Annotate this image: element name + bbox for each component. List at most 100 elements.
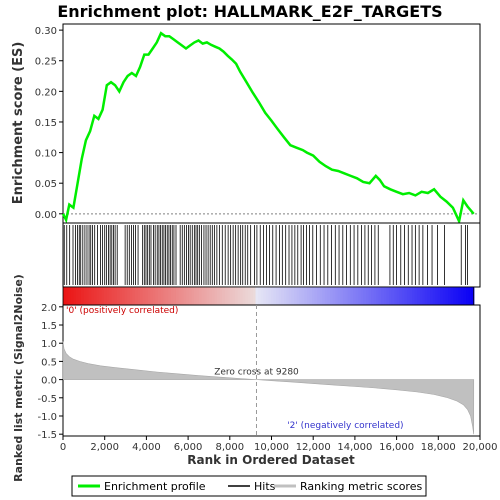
heatbar-segment — [319, 287, 323, 305]
heatbar-segment — [383, 287, 388, 305]
legend-metric-label: Ranking metric scores — [300, 480, 422, 493]
heatbar-segment — [386, 287, 390, 305]
zero-cross-label: Zero cross at 9280 — [214, 368, 299, 378]
heatbar-segment — [396, 287, 400, 305]
heatbar-segment — [252, 287, 257, 305]
heatbar-segment — [75, 287, 80, 305]
legend-hits-label: Hits — [254, 480, 276, 493]
heatbar-segment — [448, 287, 452, 305]
heatbar-segment — [445, 287, 449, 305]
negative-correlation-label: '2' (negatively correlated) — [287, 421, 403, 431]
heatbar-segment — [222, 287, 226, 305]
heatbar-segment — [86, 287, 90, 305]
heatbar-segment — [168, 287, 172, 305]
heatbar-segment — [455, 287, 459, 305]
heatbar-segment — [83, 287, 87, 305]
heatbar-segment — [265, 287, 269, 305]
heatbar-segment — [414, 287, 418, 305]
heatbar-segment — [119, 287, 123, 305]
heatbar-segment — [468, 287, 472, 305]
es-panel: 0.00 0.05 0.10 0.15 0.20 0.25 0.30 — [35, 23, 481, 226]
es-y-tick-label: 0.05 — [35, 179, 57, 190]
heatbar-segment — [391, 287, 395, 305]
x-tick-label: 8,000 — [215, 442, 244, 453]
heatbar-segment — [165, 287, 169, 305]
heatbar-segment — [294, 287, 298, 305]
heatbar-segment — [234, 287, 239, 305]
heatbar-segment — [306, 287, 311, 305]
heatbar-segment — [155, 287, 159, 305]
heatbar-segment — [163, 287, 167, 305]
heatbar-segment — [152, 287, 157, 305]
heatbar-segment — [381, 287, 385, 305]
heatbar-segment — [186, 287, 190, 305]
heatbar-segment — [73, 287, 77, 305]
positive-correlation-label: '0' (positively correlated) — [66, 306, 178, 316]
heatbar-segment — [127, 287, 131, 305]
heatbar-segment — [304, 287, 308, 305]
heatbar-segment — [371, 287, 375, 305]
heatbar-segment — [458, 287, 462, 305]
heatbar-segment — [245, 287, 249, 305]
heatbar-segment — [175, 287, 180, 305]
heatbar-segment — [347, 287, 352, 305]
heatbar-segment — [147, 287, 151, 305]
enrichment-profile-line — [61, 31, 475, 226]
metric-y-axis: -1.5 -1.0 -0.5 0.0 0.5 1.0 1.5 2.0 — [37, 303, 63, 441]
heatbar-segment — [314, 287, 318, 305]
metric-y-axis-label: Ranked list metric (Signal2Noise) — [12, 274, 25, 482]
heatbar-segment — [363, 287, 367, 305]
heatbar-segment — [70, 287, 74, 305]
heatbar-segment — [309, 287, 313, 305]
heatbar-segment — [471, 287, 475, 305]
heatbar-segment — [268, 287, 272, 305]
heatbar-segment — [124, 287, 128, 305]
heatbar-segment — [91, 287, 95, 305]
metric-y-tick-label: 1.5 — [41, 321, 57, 332]
heatbar-segment — [206, 287, 210, 305]
heatbar-segment — [140, 287, 144, 305]
heatbar-segment — [242, 287, 246, 305]
metric-panel: Zero cross at 9280 '0' (positively corre… — [37, 303, 481, 441]
es-y-tick-label: 0.30 — [35, 26, 57, 37]
heatbar-segment — [442, 287, 447, 305]
heatbar-segment — [276, 287, 280, 305]
x-axis-label: Rank in Ordered Dataset — [187, 453, 355, 467]
heatbar-segment — [211, 287, 216, 305]
heatbar-segment — [453, 287, 457, 305]
heatbar-segment — [401, 287, 406, 305]
heatbar-segment — [353, 287, 357, 305]
heatbar-segment — [342, 287, 346, 305]
heatbar-segment — [219, 287, 223, 305]
heatbar-segment — [350, 287, 354, 305]
es-y-tick-label: 0.10 — [35, 149, 57, 160]
heatbar-segment — [96, 287, 100, 305]
heatbar-segment — [227, 287, 231, 305]
heatbar-segment — [204, 287, 208, 305]
metric-y-tick-label: 0.0 — [41, 376, 57, 387]
heatbar-segment — [88, 287, 92, 305]
heatbar-segment — [157, 287, 162, 305]
hits-panel-frame — [62, 222, 481, 288]
heatbar-segment — [150, 287, 154, 305]
ranking-metric-area — [62, 341, 475, 435]
heatbar-segment — [255, 287, 259, 305]
es-y-axis-label: Enrichment score (ES) — [11, 42, 26, 205]
heatbar-segment — [286, 287, 290, 305]
heatbar-segment — [317, 287, 321, 305]
heatbar-segment — [260, 287, 264, 305]
heatbar-segment — [181, 287, 185, 305]
heatbar-segment — [80, 287, 85, 305]
heatbar-segment — [170, 287, 174, 305]
heatbar-segment — [178, 287, 182, 305]
heatbar-segment — [114, 287, 118, 305]
heatbar-segment — [463, 287, 467, 305]
x-tick-label: 0 — [60, 442, 66, 453]
heatbar-segment — [224, 287, 228, 305]
heatbar-segment — [137, 287, 141, 305]
x-tick-label: 4,000 — [132, 442, 161, 453]
heatbar-segment — [122, 287, 126, 305]
heatbar-segment — [193, 287, 198, 305]
heatbar-segment — [134, 287, 139, 305]
heatbar-segment — [389, 287, 393, 305]
